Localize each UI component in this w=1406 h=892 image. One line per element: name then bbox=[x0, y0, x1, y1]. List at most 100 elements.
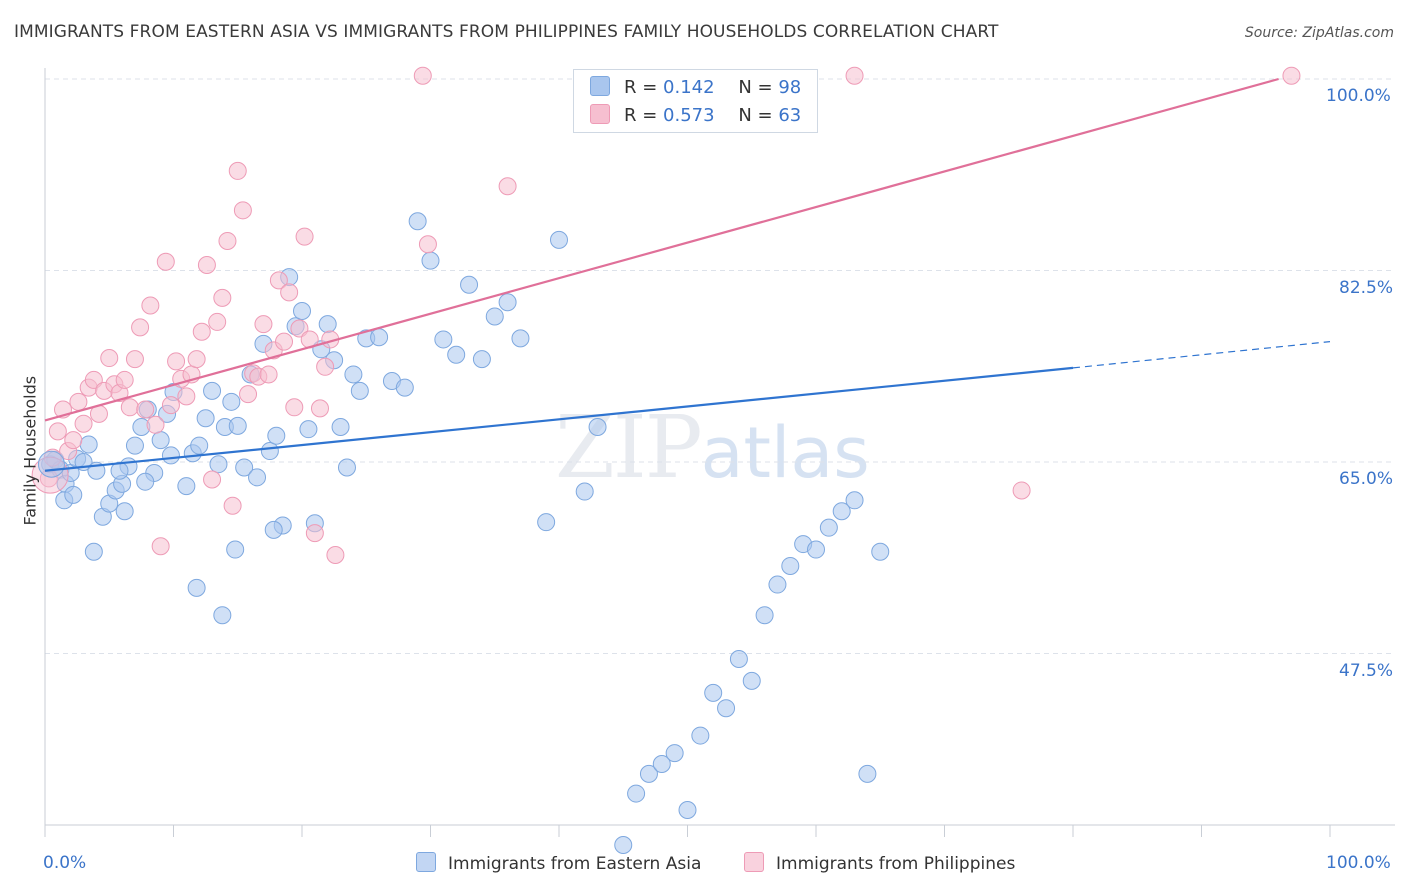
point-philippines bbox=[845, 66, 864, 85]
trendline-philippines bbox=[44, 77, 1279, 422]
y-tick-label-65: 65.0% bbox=[1339, 469, 1394, 489]
point-philippines bbox=[290, 319, 309, 338]
legend-r-label: R = bbox=[624, 77, 658, 98]
point-eastern-asia bbox=[64, 485, 83, 504]
legend-row-philippines: R = 0.573 N = 63 bbox=[590, 104, 801, 126]
point-eastern-asia bbox=[819, 518, 838, 537]
x-tick-label-100: 100.0% bbox=[1326, 853, 1391, 873]
point-eastern-asia bbox=[575, 482, 594, 501]
point-philippines bbox=[69, 392, 88, 411]
point-philippines bbox=[305, 524, 324, 543]
point-philippines bbox=[100, 349, 119, 368]
point-philippines bbox=[233, 201, 252, 220]
point-eastern-asia bbox=[678, 800, 697, 819]
point-eastern-asia-large bbox=[37, 450, 65, 478]
y-axis-title: Family Households bbox=[20, 375, 40, 526]
point-philippines bbox=[413, 66, 432, 85]
point-philippines bbox=[218, 231, 237, 250]
bottom-legend-eastern-asia: Immigrants from Eastern Asia bbox=[416, 852, 701, 874]
point-philippines bbox=[177, 387, 196, 406]
point-philippines bbox=[239, 385, 258, 404]
point-eastern-asia bbox=[318, 315, 337, 334]
point-philippines bbox=[151, 537, 170, 556]
point-eastern-asia bbox=[209, 455, 228, 474]
bottom-legend-swatch-blue bbox=[416, 852, 436, 872]
legend-row-eastern-asia: R = 0.142 N = 98 bbox=[590, 76, 801, 98]
point-eastern-asia bbox=[832, 502, 851, 521]
point-eastern-asia bbox=[742, 671, 761, 690]
point-eastern-asia bbox=[550, 230, 568, 249]
point-eastern-asia bbox=[187, 578, 206, 597]
point-eastern-asia bbox=[768, 575, 787, 594]
point-eastern-asia bbox=[704, 683, 723, 702]
point-eastern-asia bbox=[537, 513, 556, 532]
point-philippines bbox=[295, 227, 314, 246]
correlation-legend: R = 0.142 N = 98 R = 0.573 N = 63 bbox=[573, 69, 818, 133]
point-eastern-asia bbox=[472, 350, 491, 369]
point-philippines bbox=[1012, 481, 1031, 500]
legend-r-label: R = bbox=[624, 105, 658, 126]
point-eastern-asia bbox=[485, 307, 504, 326]
point-eastern-asia bbox=[115, 502, 134, 521]
point-philippines bbox=[228, 161, 247, 180]
point-eastern-asia bbox=[639, 764, 658, 783]
watermark: ZIPatlas bbox=[555, 398, 870, 498]
point-eastern-asia bbox=[395, 378, 414, 397]
point-eastern-asia bbox=[858, 764, 877, 783]
point-eastern-asia bbox=[222, 392, 241, 411]
y-tick-label-47-5: 47.5% bbox=[1339, 661, 1394, 681]
point-eastern-asia bbox=[264, 520, 283, 539]
point-eastern-asia bbox=[248, 468, 267, 487]
point-eastern-asia bbox=[652, 755, 671, 774]
point-philippines bbox=[1282, 66, 1301, 85]
trendline-eastern-asia-extension bbox=[1072, 341, 1331, 369]
point-philippines bbox=[125, 350, 144, 369]
point-philippines bbox=[259, 365, 278, 384]
point-philippines bbox=[84, 370, 103, 389]
source-label: Source: ZipAtlas.com bbox=[1244, 25, 1394, 41]
point-eastern-asia bbox=[434, 330, 453, 349]
bottom-legend-label: Immigrants from Philippines bbox=[776, 854, 1016, 874]
point-philippines bbox=[74, 414, 93, 433]
point-philippines bbox=[156, 252, 175, 271]
point-philippines bbox=[280, 283, 299, 302]
point-eastern-asia bbox=[511, 329, 530, 348]
point-philippines bbox=[115, 370, 134, 389]
point-eastern-asia bbox=[151, 431, 170, 450]
point-philippines bbox=[187, 350, 206, 369]
watermark-atlas: atlas bbox=[700, 412, 870, 494]
point-eastern-asia bbox=[344, 365, 363, 384]
point-philippines bbox=[223, 496, 242, 515]
point-eastern-asia bbox=[588, 417, 607, 436]
bottom-legend-swatch-pink bbox=[744, 852, 764, 872]
legend-n-label: N = bbox=[738, 105, 773, 126]
point-philippines bbox=[136, 400, 155, 419]
point-eastern-asia bbox=[235, 458, 254, 477]
point-eastern-asia bbox=[213, 606, 232, 625]
point-eastern-asia bbox=[370, 328, 389, 347]
point-eastern-asia bbox=[755, 606, 774, 625]
point-eastern-asia bbox=[845, 491, 864, 510]
point-philippines bbox=[131, 318, 150, 337]
y-tick-label-82-5: 82.5% bbox=[1339, 278, 1394, 298]
legend-n-label: N = bbox=[738, 77, 773, 98]
point-eastern-asia bbox=[717, 699, 736, 718]
point-philippines bbox=[254, 315, 273, 334]
point-eastern-asia bbox=[421, 251, 440, 270]
point-eastern-asia bbox=[614, 836, 633, 854]
point-eastern-asia bbox=[203, 381, 222, 400]
point-eastern-asia bbox=[293, 301, 311, 320]
point-philippines bbox=[418, 235, 437, 254]
point-eastern-asia bbox=[125, 436, 144, 455]
point-eastern-asia bbox=[226, 540, 245, 559]
point-eastern-asia bbox=[729, 649, 748, 668]
point-philippines bbox=[146, 415, 165, 434]
point-eastern-asia bbox=[781, 556, 800, 575]
point-philippines bbox=[275, 332, 294, 351]
point-philippines bbox=[498, 177, 517, 196]
legend-r-value: 0.573 bbox=[663, 105, 715, 126]
legend-n-value: 63 bbox=[778, 105, 802, 126]
point-eastern-asia bbox=[190, 436, 209, 455]
point-eastern-asia bbox=[228, 416, 247, 435]
